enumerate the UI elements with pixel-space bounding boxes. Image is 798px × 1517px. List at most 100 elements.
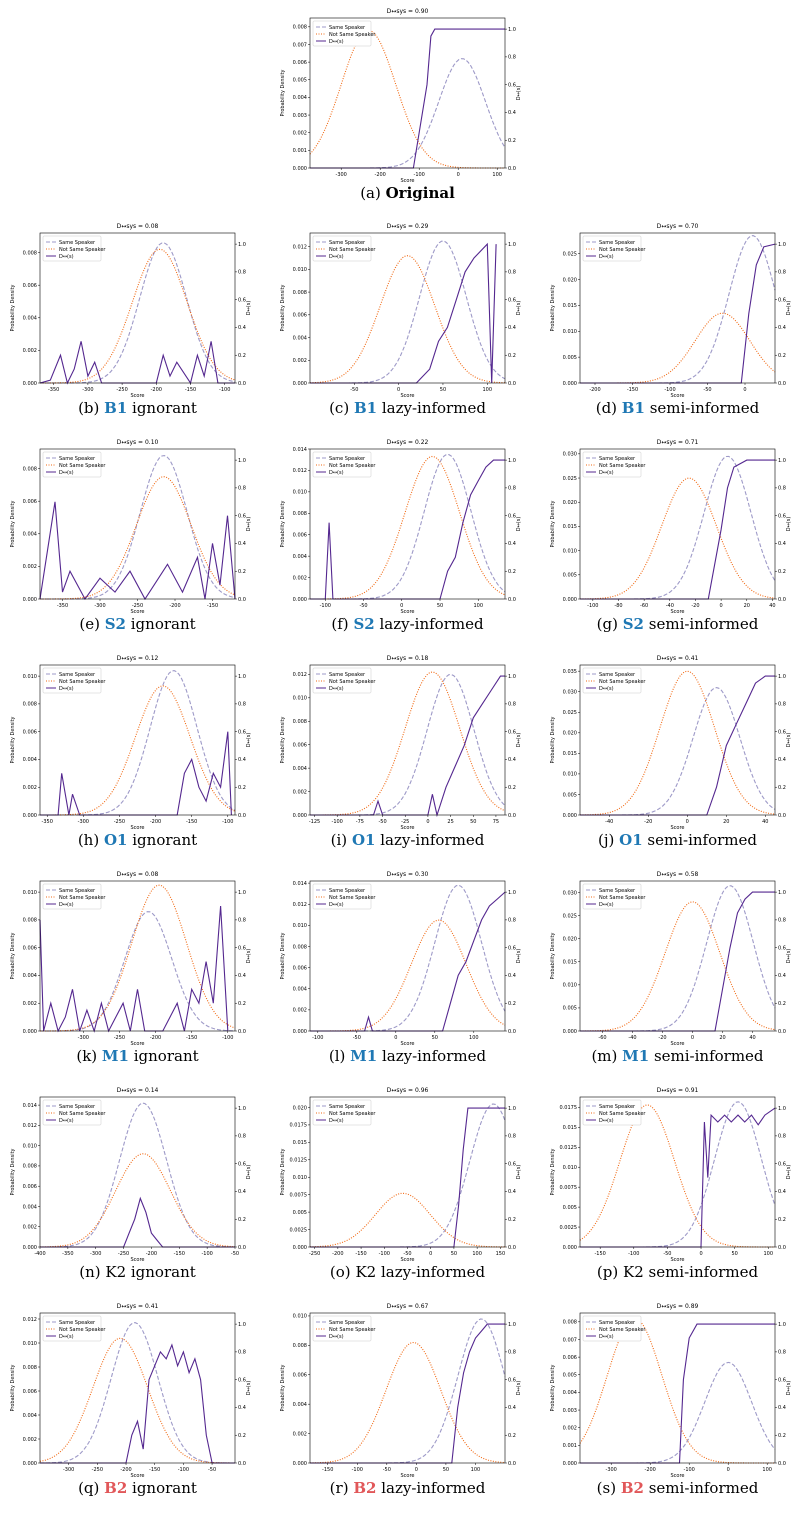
x-tick-label: -150 <box>174 1251 185 1257</box>
y-axis-label: Probability Density <box>10 500 16 547</box>
y-tick-label: 0.000 <box>23 597 37 603</box>
caption-suffix: lazy-informed <box>377 399 486 417</box>
legend-box <box>312 20 372 47</box>
same-speaker-curve <box>310 1103 506 1248</box>
x-tick-label: 40 <box>749 1035 755 1041</box>
legend-label: D↔(s) <box>59 470 74 476</box>
y-tick-label: 0.002 <box>23 564 37 570</box>
y-tick-label: 0.000 <box>563 1245 577 1251</box>
y2-tick-label: 0.2 <box>508 138 516 144</box>
y-tick-label: 0.000 <box>293 381 307 387</box>
y-tick-label: 0.006 <box>23 1184 37 1190</box>
panel-caption: (q) B2 ignorant <box>78 1479 197 1497</box>
y-tick-label: 0.001 <box>563 1443 577 1449</box>
y-tick-label: 0.000 <box>23 381 37 387</box>
panel-caption: (p) K2 semi-informed <box>597 1263 759 1281</box>
x-tick-label: -250 <box>116 387 127 393</box>
x-tick-label: 20 <box>719 1035 725 1041</box>
x-tick-label: 100 <box>469 1035 479 1041</box>
y-tick-label: 0.015 <box>563 303 577 309</box>
y-tick-label: 0.002 <box>23 1001 37 1007</box>
y-axis-label: Probability Density <box>10 284 16 331</box>
x-tick-label: 0 <box>743 387 746 393</box>
y-tick-label: 0.004 <box>563 1390 577 1396</box>
y-tick-label: 0.003 <box>293 113 307 119</box>
x-tick-label: -350 <box>48 387 59 393</box>
x-tick-label: -100 <box>379 1251 390 1257</box>
x-tick-label: -100 <box>664 387 675 393</box>
caption-prefix: (k) <box>76 1047 102 1065</box>
caption-prefix: (d) <box>596 399 622 417</box>
y2-tick-label: 0.0 <box>778 381 786 387</box>
panel-title: D↔sys = 0.18 <box>387 655 429 662</box>
y2-tick-label: 0.2 <box>778 785 786 791</box>
y-tick-label: 0.006 <box>293 533 307 539</box>
panel-caption: (e) S2 ignorant <box>79 615 195 633</box>
y-tick-label: 0.006 <box>23 499 37 505</box>
x-axis-label: Score <box>130 1257 144 1263</box>
y2-tick-label: 0.2 <box>508 1217 516 1223</box>
legend-label: D↔(s) <box>329 1118 344 1124</box>
caption-suffix: ignorant <box>129 1047 199 1065</box>
x-axis-label: Score <box>400 1041 414 1047</box>
legend-label: Not Same Speaker <box>59 1327 106 1333</box>
x-tick-label: -250 <box>114 819 125 825</box>
y2-tick-label: 0.6 <box>508 1161 516 1167</box>
y2-tick-label: 1.0 <box>238 890 246 896</box>
y2-axis-label: D↔(s) <box>786 733 792 748</box>
y-tick-label: 0.001 <box>293 148 307 154</box>
legend-label: Not Same Speaker <box>599 1111 646 1117</box>
y-axis-label: Probability Density <box>550 932 556 979</box>
y-tick-label: 0.002 <box>23 1437 37 1443</box>
y2-tick-label: 0.2 <box>238 785 246 791</box>
caption-model: S2 <box>105 615 126 633</box>
y2-tick-label: 0.4 <box>238 1189 246 1195</box>
y2-tick-label: 0.2 <box>238 1001 246 1007</box>
y2-tick-label: 0.8 <box>238 1350 246 1356</box>
not-same-speaker-curve <box>580 901 776 1032</box>
y2-tick-label: 0.0 <box>508 381 516 387</box>
y-tick-label: 0.008 <box>563 1320 577 1326</box>
x-tick-label: 50 <box>440 387 446 393</box>
y-tick-label: 0.000 <box>563 1029 577 1035</box>
y-tick-label: 0.0025 <box>290 1227 308 1233</box>
panel-title: D↔sys = 0.91 <box>657 1087 699 1094</box>
x-tick-label: 75 <box>493 819 499 825</box>
not-same-speaker-curve <box>310 455 506 600</box>
same-speaker-curve <box>40 1102 235 1248</box>
x-tick-label: -300 <box>606 1467 617 1473</box>
panel-caption: (s) B2 semi-informed <box>597 1479 759 1497</box>
y2-tick-label: 0.0 <box>778 813 786 819</box>
y2-tick-label: 0.4 <box>508 325 516 331</box>
x-tick-label: -60 <box>640 603 648 609</box>
y2-tick-label: 0.4 <box>238 541 246 547</box>
y-tick-label: 0.012 <box>293 244 307 250</box>
legend-label: D↔(s) <box>329 39 344 45</box>
y2-tick-label: 0.2 <box>508 1433 516 1439</box>
x-tick-label: 50 <box>451 1251 457 1257</box>
x-tick-label: -150 <box>594 1251 605 1257</box>
panel-p: D↔sys = 0.91 -150 -100 -50 0 50 100 0.000 0.0025… <box>550 1087 792 1281</box>
legend-label: Not Same Speaker <box>599 895 646 901</box>
legend-label: Same Speaker <box>329 1104 366 1110</box>
y2-tick-label: 1.0 <box>778 890 786 896</box>
not-same-speaker-curve <box>310 1192 506 1248</box>
x-tick-label: 100 <box>492 172 502 178</box>
x-tick-label: -250 <box>309 1251 320 1257</box>
same-speaker-curve <box>39 1322 235 1464</box>
legend-label: Not Same Speaker <box>599 247 646 253</box>
y2-tick-label: 0.6 <box>508 945 516 951</box>
x-tick-label: 0 <box>394 1035 397 1041</box>
y2-tick-label: 0.2 <box>508 1001 516 1007</box>
y2-tick-label: 0.8 <box>238 486 246 492</box>
same-speaker-curve <box>310 58 506 169</box>
d-curve <box>310 1107 505 1248</box>
x-tick-label: 40 <box>769 603 775 609</box>
y2-axis-label: D↔(s) <box>516 1165 522 1180</box>
plot-frame <box>309 448 506 600</box>
d-curve <box>39 905 229 1033</box>
y-tick-label: 0.006 <box>293 965 307 971</box>
x-tick-label: -100 <box>178 1467 189 1473</box>
